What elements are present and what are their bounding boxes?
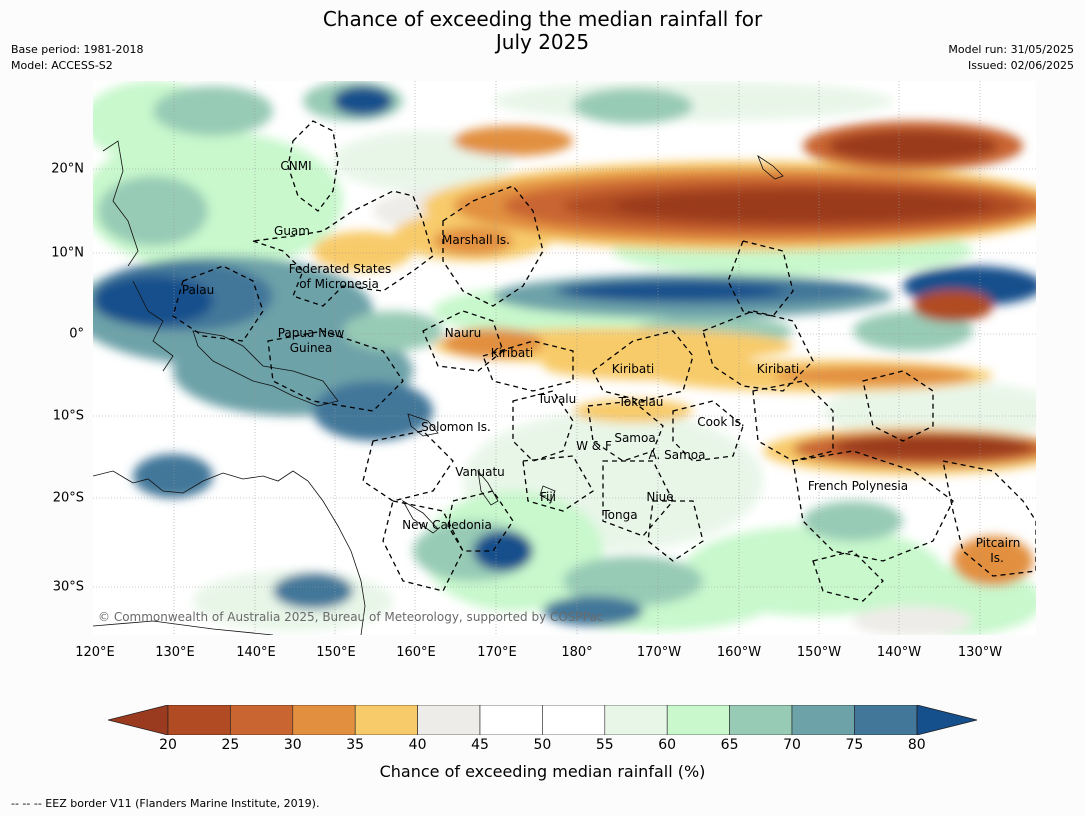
colorbar-high-extend	[916, 704, 978, 736]
label-french-polynesia: French Polynesia	[807, 479, 909, 493]
colorbar-tick-label: 25	[221, 737, 240, 753]
label-kiribati-east: Kiribati	[756, 362, 800, 376]
label-niue: Niue	[646, 490, 674, 504]
eez-footnote: -- -- -- EEZ border V11 (Flanders Marine…	[11, 797, 320, 810]
x-tick: 130°E	[155, 645, 195, 660]
y-tick: 20°N	[51, 161, 84, 177]
colorbar-title: Chance of exceeding median rainfall (%)	[379, 762, 706, 781]
y-tick: 10°S	[52, 408, 84, 424]
colorbar-cell	[292, 704, 356, 736]
x-tick: 150°W	[796, 645, 842, 660]
label-nauru: Nauru	[444, 326, 482, 340]
y-tick: 20°S	[52, 490, 84, 506]
title-line-1: Chance of exceeding the median rainfall …	[322, 7, 763, 31]
x-tick: 170°E	[477, 645, 517, 660]
issued-date: Issued: 02/06/2025	[967, 59, 1074, 72]
label-guam: Guam	[274, 224, 310, 238]
x-tick: 140°W	[876, 645, 922, 660]
label-cook-islands: Cook Is.	[697, 415, 745, 429]
rainfall-map	[93, 81, 1036, 635]
colorbar-cell	[479, 704, 543, 736]
model-name: Model: ACCESS-S2	[11, 59, 113, 72]
y-tick: 30°S	[52, 579, 84, 595]
label-cnmi: CNMI	[280, 159, 312, 173]
meta-left: Base period: 1981-2018 Model: ACCESS-S2	[11, 42, 143, 74]
colorbar-cell	[729, 704, 793, 736]
label-png-line1: Papua New	[277, 326, 345, 340]
label-tonga: Tonga	[602, 508, 638, 522]
colorbar-cell	[167, 704, 231, 736]
label-fsm-line1: Federated States	[288, 262, 392, 276]
x-tick: 150°E	[316, 645, 356, 660]
label-fsm-line2: of Micronesia	[299, 277, 379, 291]
colorbar-cell	[542, 704, 606, 736]
base-period: Base period: 1981-2018	[11, 43, 144, 56]
chart-title: Chance of exceeding the median rainfall …	[0, 8, 1085, 54]
colorbar-low-extend	[107, 704, 169, 736]
label-solomon-islands: Solomon Is.	[421, 420, 491, 434]
colorbar-tick-label: 30	[283, 737, 302, 753]
colorbar-cell	[666, 704, 730, 736]
meta-right: Model run: 31/05/2025 Issued: 02/06/2025	[948, 42, 1074, 74]
x-tick: 130°W	[957, 645, 1003, 660]
colorbar-cell	[604, 704, 668, 736]
label-tokelau: Tokelau	[618, 395, 664, 409]
label-kiribati-central: Kiribati	[611, 362, 655, 376]
label-american-samoa: A. Samoa	[648, 448, 706, 462]
x-tick: 170°W	[636, 645, 682, 660]
title-line-2: July 2025	[495, 30, 590, 54]
colorbar-tick-label: 80	[907, 737, 926, 753]
colorbar-tick-label: 50	[533, 737, 552, 753]
model-run: Model run: 31/05/2025	[948, 43, 1074, 56]
label-pitcairn-line1: Pitcairn	[975, 536, 1021, 550]
x-tick: 180°	[561, 645, 593, 660]
colorbar-cell	[854, 704, 918, 736]
label-tuvalu: Tuvalu	[537, 392, 577, 406]
label-kiribati-west: Kiribati	[490, 346, 534, 360]
colorbar-tick-label: 40	[408, 737, 427, 753]
label-wallis-futuna: W & F	[576, 439, 612, 453]
x-tick: 120°E	[75, 645, 115, 660]
colorbar-cell	[791, 704, 855, 736]
coastlines	[93, 140, 784, 635]
colorbar-tick-label: 55	[595, 737, 614, 753]
label-samoa: Samoa	[614, 431, 656, 445]
label-new-caledonia: New Caledonia	[402, 518, 492, 532]
colorbar-tick-label: 65	[720, 737, 739, 753]
label-pitcairn-line2: Is.	[990, 551, 1004, 565]
colorbar-tick-label: 70	[783, 737, 801, 753]
x-tick: 160°W	[716, 645, 762, 660]
graticule	[93, 81, 1036, 635]
colorbar-tick-label: 60	[658, 737, 677, 753]
colorbar-tick-label: 45	[471, 737, 489, 753]
colorbar-cell	[354, 704, 418, 736]
label-palau: Palau	[181, 283, 215, 297]
colorbar	[107, 704, 978, 736]
label-marshall-islands: Marshall Is.	[442, 233, 510, 247]
rainfall-field	[93, 81, 1036, 635]
eez-borders	[172, 120, 1036, 602]
colorbar-tick-label: 35	[346, 737, 365, 753]
y-tick: 10°N	[51, 245, 84, 261]
colorbar-cell	[230, 704, 294, 736]
label-png-line2: Guinea	[289, 341, 333, 355]
copyright-notice: © Commonwealth of Australia 2025, Bureau…	[98, 610, 604, 624]
colorbar-cell	[417, 704, 481, 736]
x-tick: 160°E	[396, 645, 436, 660]
x-tick: 140°E	[236, 645, 276, 660]
y-tick: 0°	[69, 326, 84, 342]
colorbar-tick-label: 20	[159, 737, 177, 753]
colorbar-tick-label: 75	[845, 737, 864, 753]
label-fiji: Fiji	[539, 490, 557, 504]
label-vanuatu: Vanuatu	[455, 465, 505, 479]
